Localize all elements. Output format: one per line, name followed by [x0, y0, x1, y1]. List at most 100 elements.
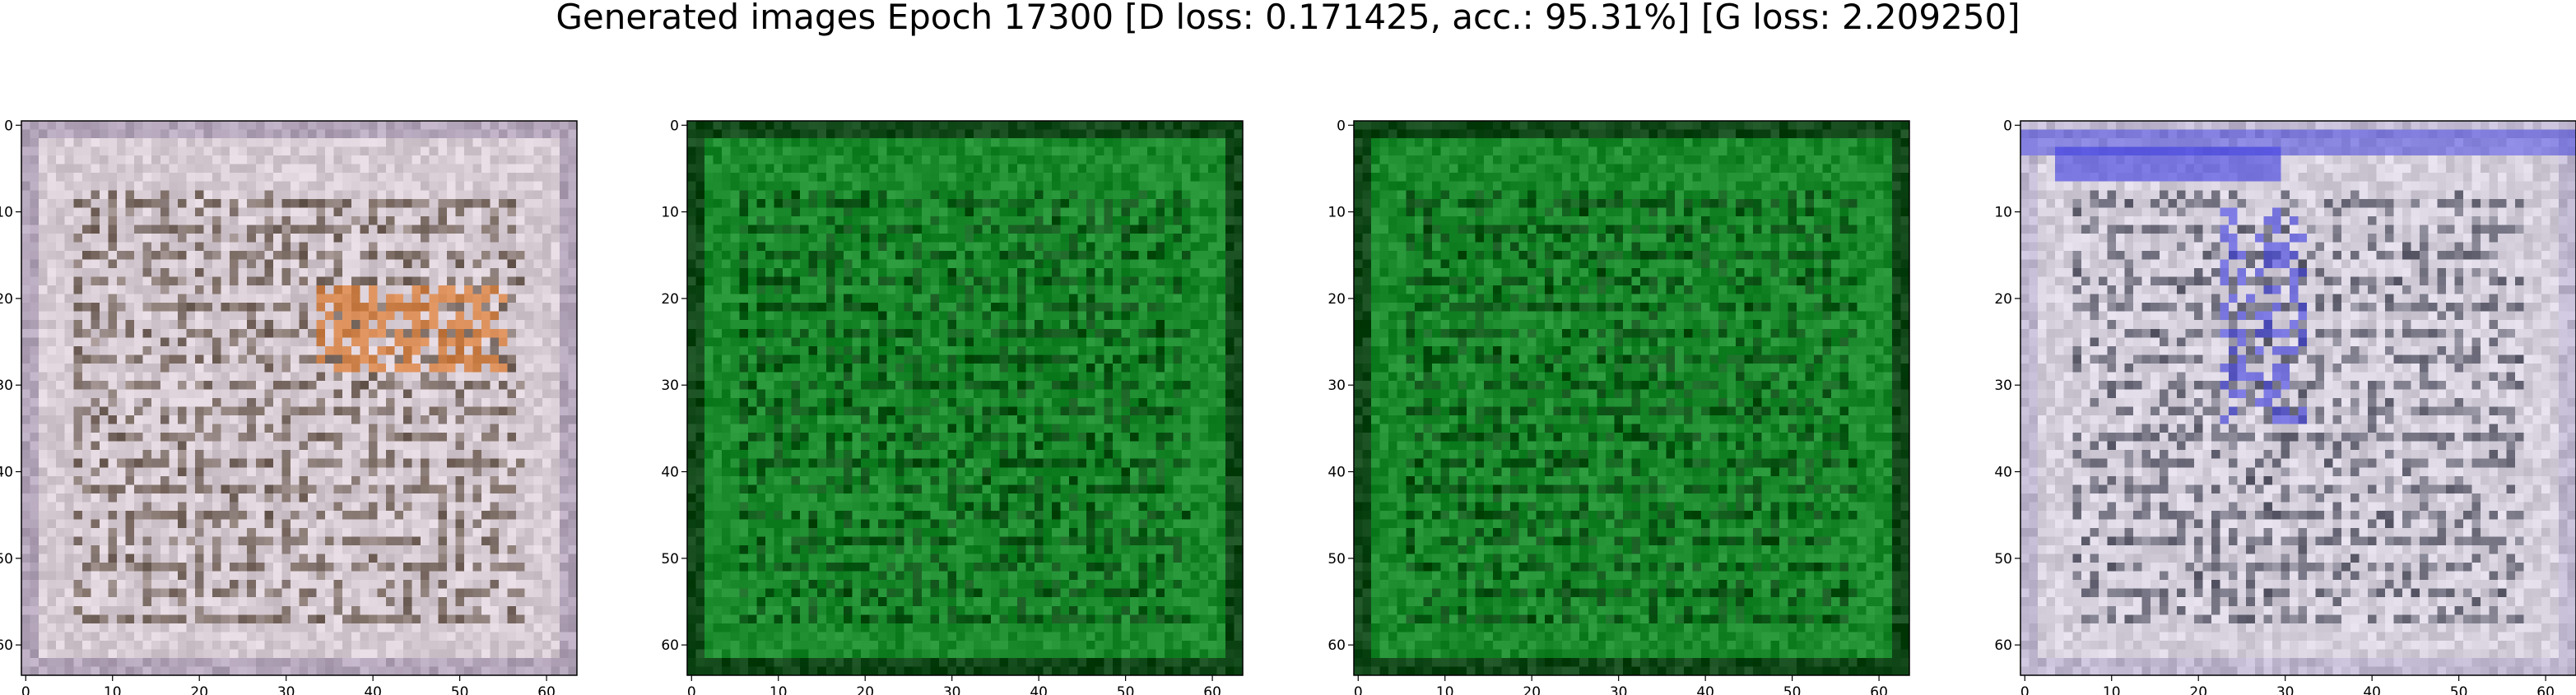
pixel	[446, 614, 456, 624]
pixel	[186, 398, 196, 408]
pixel	[1069, 181, 1079, 191]
pixel	[463, 632, 474, 642]
pixel	[438, 328, 448, 338]
pixel	[194, 433, 205, 442]
pixel	[938, 173, 949, 183]
pixel	[255, 398, 265, 408]
pixel	[117, 190, 127, 200]
pixel	[56, 259, 66, 269]
pixel	[551, 657, 560, 668]
pixel	[47, 354, 57, 364]
pixel	[299, 259, 309, 269]
pixel	[817, 181, 827, 191]
pixel	[463, 345, 474, 355]
pixel	[385, 510, 396, 521]
pixel	[1112, 129, 1122, 139]
pixel	[108, 484, 118, 494]
pixel	[125, 268, 135, 278]
pixel	[394, 250, 404, 261]
pixel	[403, 242, 413, 252]
pixel	[791, 138, 801, 148]
pixel	[551, 580, 560, 590]
pixel	[463, 527, 474, 538]
pixel	[499, 276, 509, 286]
pixel	[499, 337, 509, 347]
pixel	[142, 527, 152, 538]
pixel	[290, 181, 300, 191]
pixel	[91, 406, 100, 416]
pixel	[947, 207, 957, 217]
pixel	[687, 215, 697, 225]
pixel	[64, 173, 74, 183]
pixel	[142, 372, 152, 382]
pixel	[212, 259, 222, 269]
pixel	[272, 614, 283, 624]
pixel	[516, 545, 526, 555]
pixel	[125, 276, 135, 286]
pixel	[203, 320, 213, 330]
pixel	[421, 510, 430, 521]
pixel	[194, 424, 205, 433]
pixel	[117, 536, 127, 546]
pixel	[325, 580, 335, 590]
pixel	[524, 493, 534, 503]
pixel	[342, 614, 352, 624]
pixel	[1173, 215, 1183, 225]
pixel	[21, 181, 31, 191]
pixel	[956, 164, 966, 174]
pixel	[212, 398, 222, 408]
pixel	[342, 571, 352, 581]
pixel	[299, 554, 309, 563]
pixel	[368, 441, 379, 451]
pixel	[791, 173, 801, 183]
pixel	[99, 536, 109, 546]
pixel	[47, 614, 57, 624]
pixel	[472, 415, 482, 425]
pixel	[965, 198, 974, 208]
pixel	[377, 225, 387, 234]
pixel	[974, 121, 983, 131]
pixel	[1165, 121, 1174, 131]
pixel	[490, 294, 500, 303]
pixel	[177, 502, 187, 512]
pixel	[756, 173, 766, 183]
pixel	[438, 372, 448, 382]
pixel	[516, 242, 526, 252]
pixel	[64, 475, 74, 485]
pixel	[1199, 146, 1209, 156]
pixel	[177, 389, 187, 399]
pixel	[542, 121, 551, 131]
pixel	[325, 406, 335, 416]
pixel	[333, 276, 343, 286]
pixel	[429, 614, 439, 624]
pixel	[212, 580, 222, 590]
pixel	[64, 242, 74, 252]
pixel	[455, 424, 465, 433]
pixel	[212, 554, 222, 563]
pixel	[403, 164, 413, 174]
pixel	[125, 354, 135, 364]
pixel	[991, 173, 1001, 183]
pixel	[230, 640, 239, 651]
pixel	[64, 276, 74, 286]
pixel	[316, 285, 326, 295]
pixel	[472, 250, 482, 261]
pixel	[203, 250, 213, 261]
pixel	[490, 545, 500, 555]
pixel	[499, 259, 509, 269]
pixel	[290, 467, 300, 477]
pixel	[134, 424, 144, 433]
pixel	[99, 146, 109, 156]
pixel	[559, 527, 570, 538]
pixel	[463, 597, 474, 607]
pixel	[142, 276, 152, 286]
pixel	[230, 502, 239, 512]
pixel	[568, 433, 578, 442]
pixel	[177, 276, 187, 286]
pixel	[47, 484, 57, 494]
pixel	[756, 233, 766, 243]
pixel	[507, 389, 517, 399]
pixel	[91, 605, 100, 615]
pixel	[385, 294, 396, 303]
pixel	[524, 207, 534, 217]
